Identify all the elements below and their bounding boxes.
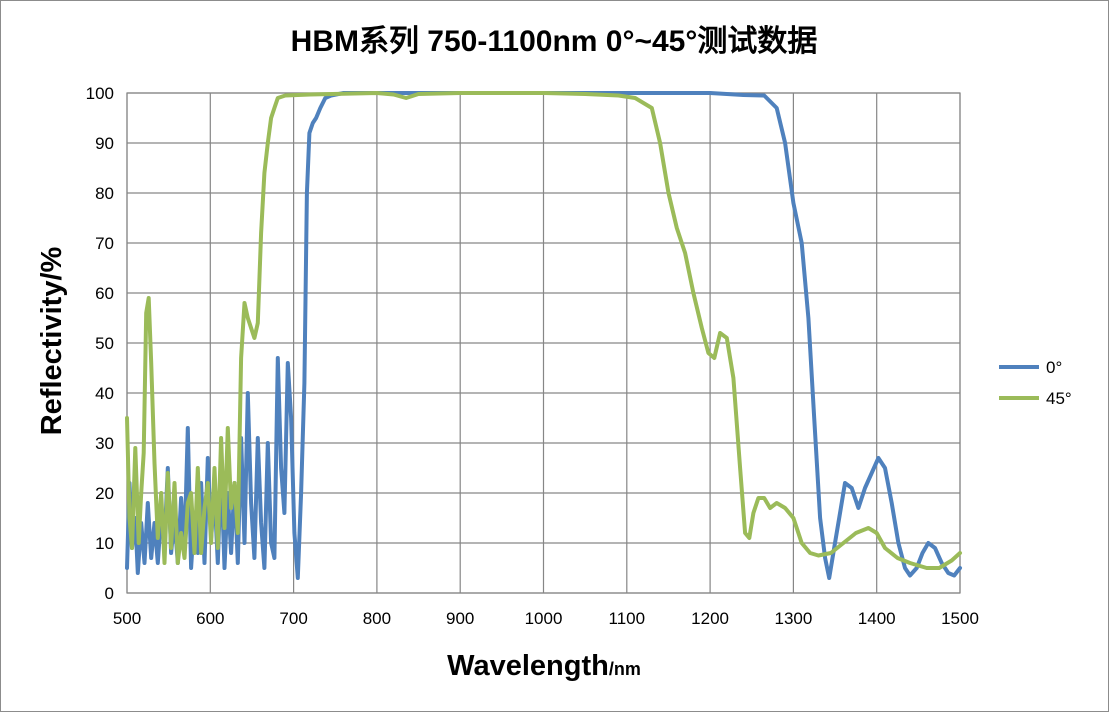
x-tick-label: 1100: [609, 609, 646, 628]
y-tick-label: 10: [95, 534, 114, 553]
series-line-1: [125, 91, 962, 570]
y-tick-label: 90: [95, 134, 114, 153]
data-series: [125, 91, 962, 580]
x-axis-title: Wavelength: [447, 650, 609, 682]
x-tick-label: 700: [279, 609, 307, 628]
x-tick-label: 1000: [525, 609, 563, 628]
chart-title: HBM系列 750-1100nm 0°~45°测试数据: [291, 25, 818, 58]
series-line-0: [125, 91, 962, 580]
axis-ticks: 500 600 700 800 900 1000 1100 1200 1300 1400 1500 0…: [86, 84, 979, 628]
y-axis-title: Reflectivity/%: [36, 247, 68, 436]
y-tick-label: 70: [95, 234, 114, 253]
legend-label-1: 45°: [1046, 389, 1072, 408]
x-axis-title-group: Wavelength/nm: [447, 650, 641, 682]
legend: 0° 45°: [999, 358, 1072, 408]
x-tick-label: 1300: [774, 609, 812, 628]
x-tick-label: 1500: [941, 609, 979, 628]
x-tick-label: 900: [446, 609, 474, 628]
y-tick-label: 20: [95, 484, 114, 503]
x-tick-label: 500: [113, 609, 141, 628]
x-axis-unit: /nm: [609, 659, 641, 679]
y-tick-label: 50: [95, 334, 114, 353]
x-tick-label: 800: [363, 609, 391, 628]
y-tick-label: 100: [86, 84, 114, 103]
legend-label-0: 0°: [1046, 358, 1062, 377]
x-tick-label: 1400: [858, 609, 896, 628]
y-tick-label: 30: [95, 434, 114, 453]
x-tick-label: 1200: [691, 609, 729, 628]
x-tick-label: 600: [196, 609, 224, 628]
y-tick-label: 0: [105, 584, 114, 603]
y-tick-label: 80: [95, 184, 114, 203]
y-tick-label: 40: [95, 384, 114, 403]
y-tick-label: 60: [95, 284, 114, 303]
